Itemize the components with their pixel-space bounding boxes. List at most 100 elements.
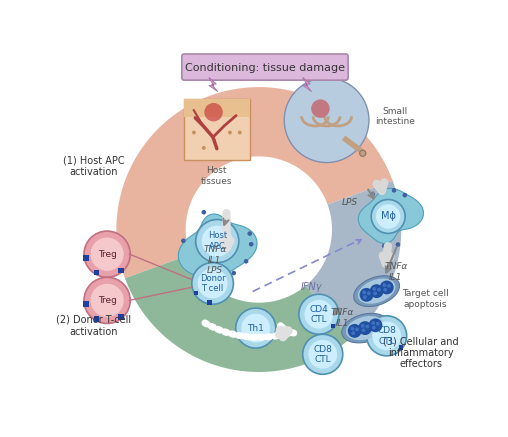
Circle shape: [362, 329, 365, 332]
Circle shape: [192, 131, 196, 135]
FancyBboxPatch shape: [184, 99, 249, 117]
Circle shape: [402, 193, 407, 198]
Text: CD4
CTL: CD4 CTL: [309, 305, 328, 324]
Polygon shape: [178, 214, 257, 277]
Circle shape: [351, 331, 355, 335]
Bar: [207, 300, 211, 305]
Bar: [331, 324, 335, 328]
Circle shape: [247, 231, 252, 236]
Circle shape: [396, 242, 400, 247]
Circle shape: [361, 324, 365, 328]
Text: Mϕ: Mϕ: [380, 212, 396, 222]
Circle shape: [355, 327, 359, 331]
Text: Th1: Th1: [247, 324, 264, 333]
Text: TNFα
IL1: TNFα IL1: [384, 262, 407, 281]
Circle shape: [202, 146, 206, 150]
Circle shape: [370, 192, 375, 197]
Circle shape: [187, 158, 330, 301]
Circle shape: [372, 326, 376, 329]
Circle shape: [387, 284, 391, 288]
Circle shape: [380, 281, 394, 295]
Text: Small
intestine: Small intestine: [375, 107, 415, 126]
Circle shape: [202, 225, 233, 257]
Text: Treg: Treg: [98, 250, 116, 259]
Circle shape: [370, 284, 384, 298]
Polygon shape: [209, 78, 218, 92]
Ellipse shape: [358, 278, 395, 304]
Text: CD8
CTL: CD8 CTL: [313, 345, 332, 364]
Polygon shape: [358, 188, 424, 243]
Polygon shape: [116, 87, 393, 278]
Circle shape: [367, 316, 406, 356]
Circle shape: [198, 268, 228, 298]
Circle shape: [380, 188, 385, 193]
Circle shape: [90, 238, 124, 271]
Text: Treg: Treg: [98, 296, 116, 305]
Bar: [194, 291, 198, 295]
Polygon shape: [306, 181, 401, 339]
Bar: [118, 267, 123, 274]
Circle shape: [249, 242, 253, 246]
Circle shape: [192, 263, 233, 304]
Circle shape: [228, 131, 232, 135]
Circle shape: [360, 288, 373, 302]
Circle shape: [241, 314, 270, 343]
Circle shape: [376, 322, 379, 326]
Circle shape: [232, 271, 236, 275]
Circle shape: [373, 291, 377, 295]
Circle shape: [392, 188, 396, 193]
Circle shape: [367, 291, 371, 295]
Text: Host
tissues: Host tissues: [201, 166, 233, 186]
Circle shape: [360, 150, 366, 156]
Circle shape: [84, 277, 130, 323]
Circle shape: [362, 291, 366, 295]
Circle shape: [383, 283, 387, 287]
Bar: [118, 314, 123, 319]
Circle shape: [371, 321, 375, 325]
Text: Donor
T cell: Donor T cell: [200, 274, 226, 293]
FancyBboxPatch shape: [184, 99, 249, 160]
Text: LPS: LPS: [341, 198, 358, 207]
Text: (1) Host APC
activation: (1) Host APC activation: [63, 156, 125, 177]
Bar: [93, 270, 100, 275]
Polygon shape: [125, 255, 351, 372]
Circle shape: [363, 295, 367, 299]
Circle shape: [181, 239, 186, 243]
Circle shape: [303, 334, 343, 375]
Text: TNFα
IL1: TNFα IL1: [330, 309, 354, 328]
Text: IFNγ: IFNγ: [300, 282, 322, 292]
Circle shape: [383, 288, 387, 291]
Text: Host
APC: Host APC: [208, 231, 227, 251]
Circle shape: [365, 325, 369, 329]
Circle shape: [377, 288, 381, 291]
Circle shape: [196, 219, 239, 263]
Ellipse shape: [342, 313, 389, 343]
Circle shape: [311, 99, 330, 118]
Circle shape: [358, 321, 372, 335]
Bar: [83, 301, 89, 307]
Bar: [83, 255, 89, 261]
Circle shape: [304, 300, 333, 329]
Circle shape: [371, 200, 405, 233]
Circle shape: [236, 308, 276, 348]
Text: TNFα
IL1
LPS: TNFα IL1 LPS: [203, 246, 227, 275]
Circle shape: [244, 259, 248, 264]
FancyBboxPatch shape: [182, 54, 348, 80]
Text: CD8
CTL: CD8 CTL: [377, 326, 396, 346]
Circle shape: [238, 131, 242, 135]
Circle shape: [90, 284, 124, 317]
Circle shape: [84, 231, 130, 277]
Circle shape: [202, 210, 206, 215]
Bar: [399, 345, 403, 350]
Text: Target cell
apoptosis: Target cell apoptosis: [402, 289, 449, 309]
Ellipse shape: [354, 276, 400, 306]
Ellipse shape: [346, 316, 384, 340]
Circle shape: [376, 204, 400, 229]
Text: (2) Donor T-cell
activation: (2) Donor T-cell activation: [56, 315, 132, 336]
Circle shape: [368, 319, 383, 332]
Circle shape: [372, 287, 376, 291]
Text: (3) Cellular and
inflammatory
effectors: (3) Cellular and inflammatory effectors: [383, 336, 458, 369]
Circle shape: [348, 324, 362, 338]
Circle shape: [372, 321, 401, 350]
Circle shape: [351, 326, 354, 330]
